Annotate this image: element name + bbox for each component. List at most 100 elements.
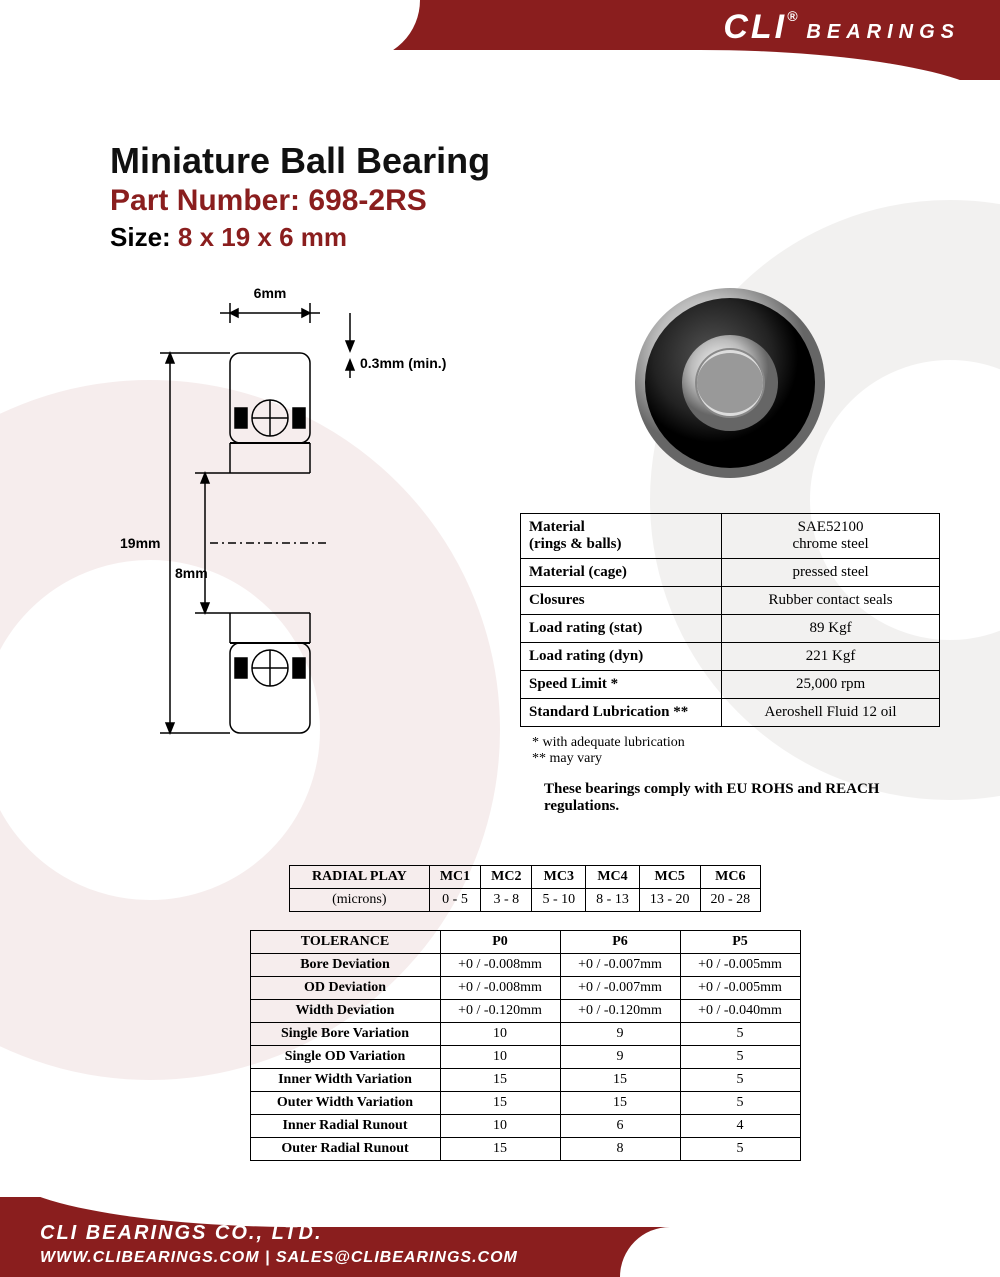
radial-value: 3 - 8 — [481, 889, 532, 912]
size-line: Size: 8 x 19 x 6 mm — [110, 222, 940, 253]
spec-value: Aeroshell Fluid 12 oil — [722, 699, 940, 727]
spec-key: Material (rings & balls) — [521, 514, 722, 559]
radial-col: MC1 — [429, 866, 480, 889]
cross-section-diagram: 6mm 0.3mm (min.) — [110, 273, 450, 743]
radial-col: MC6 — [700, 866, 761, 889]
right-cell: Material (rings & balls)SAE52100 chrome … — [520, 273, 940, 815]
part-number: Part Number: 698-2RS — [110, 184, 940, 218]
tolerance-row: Width Deviation+0 / -0.120mm+0 / -0.120m… — [250, 1000, 800, 1023]
svg-text:19mm: 19mm — [120, 535, 160, 551]
spec-row: Speed Limit *25,000 rpm — [521, 671, 940, 699]
spec-key: Speed Limit * — [521, 671, 722, 699]
footer: CLI BEARINGS CO., LTD. WWW.CLIBEARINGS.C… — [0, 1197, 1000, 1277]
spec-row: Material (rings & balls)SAE52100 chrome … — [521, 514, 940, 559]
header-banner: CLI®BEARINGS — [0, 0, 1000, 80]
tolerance-key: Outer Width Variation — [250, 1092, 440, 1115]
radial-value: 0 - 5 — [429, 889, 480, 912]
tolerance-value: +0 / -0.008mm — [440, 977, 560, 1000]
radial-header: RADIAL PLAY — [289, 866, 429, 889]
spec-value: 89 Kgf — [722, 615, 940, 643]
brand-name: CLI — [723, 8, 787, 46]
spec-row: Load rating (stat)89 Kgf — [521, 615, 940, 643]
spec-key: Closures — [521, 587, 722, 615]
radial-value: 13 - 20 — [639, 889, 700, 912]
tolerance-value: 15 — [560, 1092, 680, 1115]
spec-value: 25,000 rpm — [722, 671, 940, 699]
tolerance-key: Bore Deviation — [250, 954, 440, 977]
spec-row: ClosuresRubber contact seals — [521, 587, 940, 615]
footer-contact: WWW.CLIBEARINGS.COM | SALES@CLIBEARINGS.… — [40, 1249, 518, 1267]
size-value: 8 x 19 x 6 mm — [178, 222, 347, 252]
spec-value: SAE52100 chrome steel — [722, 514, 940, 559]
spec-row: Load rating (dyn)221 Kgf — [521, 643, 940, 671]
footnote-b: ** may vary — [532, 751, 940, 767]
tolerance-value: 6 — [560, 1115, 680, 1138]
footer-company: CLI BEARINGS CO., LTD. — [40, 1222, 323, 1245]
tolerance-value: 10 — [440, 1115, 560, 1138]
spec-key: Load rating (stat) — [521, 615, 722, 643]
footnotes: * with adequate lubrication ** may vary — [532, 735, 940, 767]
tolerance-value: 15 — [560, 1069, 680, 1092]
tolerance-value: 9 — [560, 1023, 680, 1046]
footnote-a: * with adequate lubrication — [532, 735, 940, 751]
tolerance-col: P5 — [680, 931, 800, 954]
tolerance-value: +0 / -0.007mm — [560, 977, 680, 1000]
tolerance-value: 5 — [680, 1138, 800, 1161]
spec-key: Load rating (dyn) — [521, 643, 722, 671]
tolerance-row: OD Deviation+0 / -0.008mm+0 / -0.007mm+0… — [250, 977, 800, 1000]
tolerance-value: 4 — [680, 1115, 800, 1138]
tolerance-value: +0 / -0.120mm — [560, 1000, 680, 1023]
tolerance-value: 8 — [560, 1138, 680, 1161]
tolerance-row: Inner Radial Runout1064 — [250, 1115, 800, 1138]
tolerance-row: Outer Width Variation15155 — [250, 1092, 800, 1115]
tolerance-value: +0 / -0.007mm — [560, 954, 680, 977]
tolerance-value: +0 / -0.040mm — [680, 1000, 800, 1023]
svg-text:8mm: 8mm — [175, 565, 208, 581]
svg-text:0.3mm (min.): 0.3mm (min.) — [360, 355, 446, 371]
spec-value: 221 Kgf — [722, 643, 940, 671]
radial-col: MC4 — [586, 866, 640, 889]
tolerance-key: Single Bore Variation — [250, 1023, 440, 1046]
spec-value: Rubber contact seals — [722, 587, 940, 615]
brand-sub: BEARINGS — [806, 21, 960, 43]
radial-col: MC2 — [481, 866, 532, 889]
tolerance-value: 5 — [680, 1023, 800, 1046]
size-label: Size: — [110, 222, 171, 252]
radial-unit: (microns) — [289, 889, 429, 912]
tolerance-section: TOLERANCEP0P6P5 Bore Deviation+0 / -0.00… — [110, 930, 940, 1161]
tolerance-value: 9 — [560, 1046, 680, 1069]
tolerance-key: Single OD Variation — [250, 1046, 440, 1069]
tolerance-row: Bore Deviation+0 / -0.008mm+0 / -0.007mm… — [250, 954, 800, 977]
spec-table: Material (rings & balls)SAE52100 chrome … — [520, 513, 940, 727]
bearing-icon — [630, 283, 830, 483]
spec-row: Material (cage)pressed steel — [521, 559, 940, 587]
tolerance-value: 15 — [440, 1092, 560, 1115]
spec-key: Standard Lubrication ** — [521, 699, 722, 727]
tolerance-row: Outer Radial Runout1585 — [250, 1138, 800, 1161]
tolerance-value: 10 — [440, 1023, 560, 1046]
diagram-cell: 6mm 0.3mm (min.) — [110, 273, 470, 815]
top-row: 6mm 0.3mm (min.) — [110, 273, 940, 815]
tolerance-header: TOLERANCE — [250, 931, 440, 954]
tolerance-value: 5 — [680, 1046, 800, 1069]
tolerance-key: Outer Radial Runout — [250, 1138, 440, 1161]
tolerance-row: Single OD Variation1095 — [250, 1046, 800, 1069]
tolerance-value: 15 — [440, 1138, 560, 1161]
radial-col: MC5 — [639, 866, 700, 889]
product-image — [620, 273, 840, 493]
tolerance-value: +0 / -0.005mm — [680, 977, 800, 1000]
tolerance-row: Inner Width Variation15155 — [250, 1069, 800, 1092]
tolerance-key: Inner Radial Runout — [250, 1115, 440, 1138]
tolerance-value: 5 — [680, 1069, 800, 1092]
product-title: Miniature Ball Bearing — [110, 140, 940, 182]
content: Miniature Ball Bearing Part Number: 698-… — [0, 80, 1000, 1161]
brand-logo: CLI®BEARINGS — [723, 8, 960, 47]
tolerance-value: +0 / -0.120mm — [440, 1000, 560, 1023]
radial-value: 20 - 28 — [700, 889, 761, 912]
tolerance-value: 10 — [440, 1046, 560, 1069]
radial-col: MC3 — [532, 866, 586, 889]
tolerance-col: P0 — [440, 931, 560, 954]
tolerance-key: Width Deviation — [250, 1000, 440, 1023]
tolerance-value: 5 — [680, 1092, 800, 1115]
radial-value: 5 - 10 — [532, 889, 586, 912]
